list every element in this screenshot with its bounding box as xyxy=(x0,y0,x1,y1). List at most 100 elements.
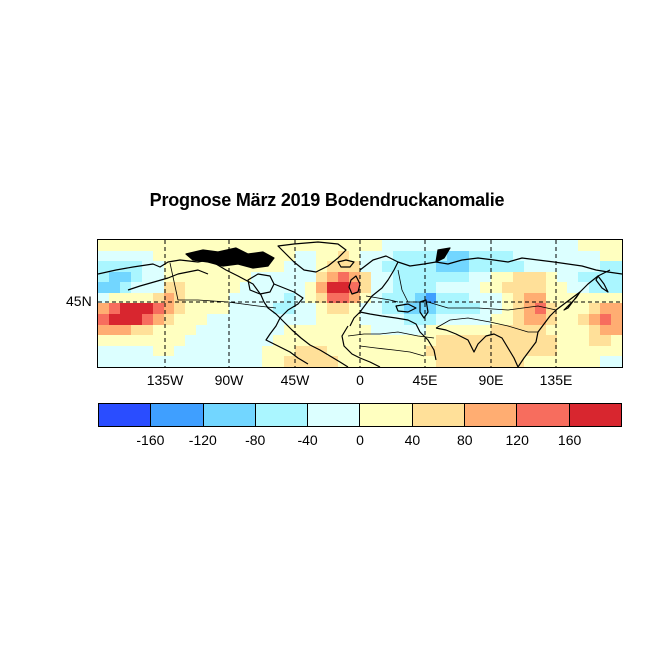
field-cell xyxy=(501,345,513,357)
field-cell xyxy=(600,303,612,315)
field-cell xyxy=(196,261,208,272)
field-cell xyxy=(523,271,535,283)
field-cell xyxy=(349,314,360,325)
field-cell xyxy=(119,345,131,357)
coastline-siberia xyxy=(397,257,622,275)
field-cell xyxy=(611,240,622,251)
field-cell xyxy=(119,335,131,346)
field-cell xyxy=(480,261,491,272)
field-cell xyxy=(152,356,164,367)
field-cell xyxy=(108,271,120,283)
field-cell xyxy=(141,292,153,304)
field-cell xyxy=(556,356,568,367)
field-cell xyxy=(163,314,175,325)
field-cell xyxy=(381,292,393,304)
field-cell xyxy=(403,282,415,293)
field-cell xyxy=(469,261,481,272)
colorbar-segment xyxy=(517,404,570,426)
field-cell xyxy=(425,292,437,304)
field-cell xyxy=(108,324,120,336)
field-cell xyxy=(512,271,524,283)
field-cell xyxy=(611,356,622,367)
field-cell xyxy=(360,335,371,346)
field-cell xyxy=(556,303,568,315)
field-cell xyxy=(327,240,339,251)
field-cell xyxy=(567,335,579,346)
field-cell xyxy=(578,314,590,325)
field-cell xyxy=(403,250,415,262)
field-cell xyxy=(480,271,491,283)
field-cell xyxy=(523,324,535,336)
field-cell xyxy=(108,250,120,262)
field-cell xyxy=(272,345,284,357)
field-cell xyxy=(392,335,404,346)
field-cell xyxy=(480,324,491,336)
y-tick-label-45n: 45N xyxy=(66,293,92,309)
field-cell xyxy=(436,324,448,336)
field-cell xyxy=(567,292,579,304)
field-cell xyxy=(108,282,120,293)
field-cell xyxy=(207,356,219,367)
field-cell xyxy=(611,282,622,293)
field-cell xyxy=(436,271,448,283)
field-cell xyxy=(272,271,284,283)
field-cell xyxy=(447,335,459,346)
field-cell xyxy=(294,345,306,357)
field-cell xyxy=(600,345,612,357)
field-cell xyxy=(218,303,229,315)
field-cell xyxy=(491,356,502,367)
field-cell xyxy=(425,271,437,283)
field-cell xyxy=(141,250,153,262)
field-cell xyxy=(567,314,579,325)
field-cell xyxy=(360,303,371,315)
field-cell xyxy=(381,303,393,315)
field-cell xyxy=(567,261,579,272)
colorbar xyxy=(98,403,622,427)
field-cell xyxy=(261,282,273,293)
field-cell xyxy=(163,261,175,272)
field-cell xyxy=(469,250,481,262)
field-cell xyxy=(261,292,273,304)
field-cell xyxy=(469,240,481,251)
field-cell xyxy=(327,324,339,336)
field-cell xyxy=(239,324,251,336)
field-cell xyxy=(250,324,262,336)
colorbar-segment xyxy=(151,404,204,426)
field-cell xyxy=(327,282,339,293)
field-cell xyxy=(349,292,360,304)
field-cell xyxy=(305,282,317,293)
field-cell xyxy=(360,345,371,357)
field-cell xyxy=(545,250,557,262)
field-cell xyxy=(545,282,557,293)
coastline-iceland xyxy=(337,259,355,268)
field-cell xyxy=(130,335,142,346)
field-cell xyxy=(207,324,219,336)
colorbar-tick-label: 120 xyxy=(505,432,529,448)
field-cell xyxy=(545,314,557,325)
border-europe-asia xyxy=(397,269,557,311)
field-cell xyxy=(491,314,502,325)
field-cell xyxy=(196,314,208,325)
field-cell xyxy=(108,303,120,315)
field-cell xyxy=(501,314,513,325)
x-tick-label: 90E xyxy=(478,372,504,388)
field-cell xyxy=(229,303,240,315)
field-cell xyxy=(327,345,339,357)
field-cell xyxy=(501,303,513,315)
field-cell xyxy=(512,324,524,336)
field-cell xyxy=(480,345,491,357)
field-cell xyxy=(501,250,513,262)
field-cell xyxy=(458,282,470,293)
field-cell xyxy=(163,356,175,367)
field-cell xyxy=(316,314,328,325)
colorbar-segment xyxy=(255,404,309,426)
field-cell xyxy=(480,250,491,262)
field-cell xyxy=(119,356,131,367)
field-cell xyxy=(250,335,262,346)
field-cell xyxy=(305,324,317,336)
field-cell xyxy=(589,314,601,325)
field-cell xyxy=(338,303,350,315)
field-cell xyxy=(272,250,284,262)
field-cell xyxy=(272,292,284,304)
field-cell xyxy=(130,271,142,283)
